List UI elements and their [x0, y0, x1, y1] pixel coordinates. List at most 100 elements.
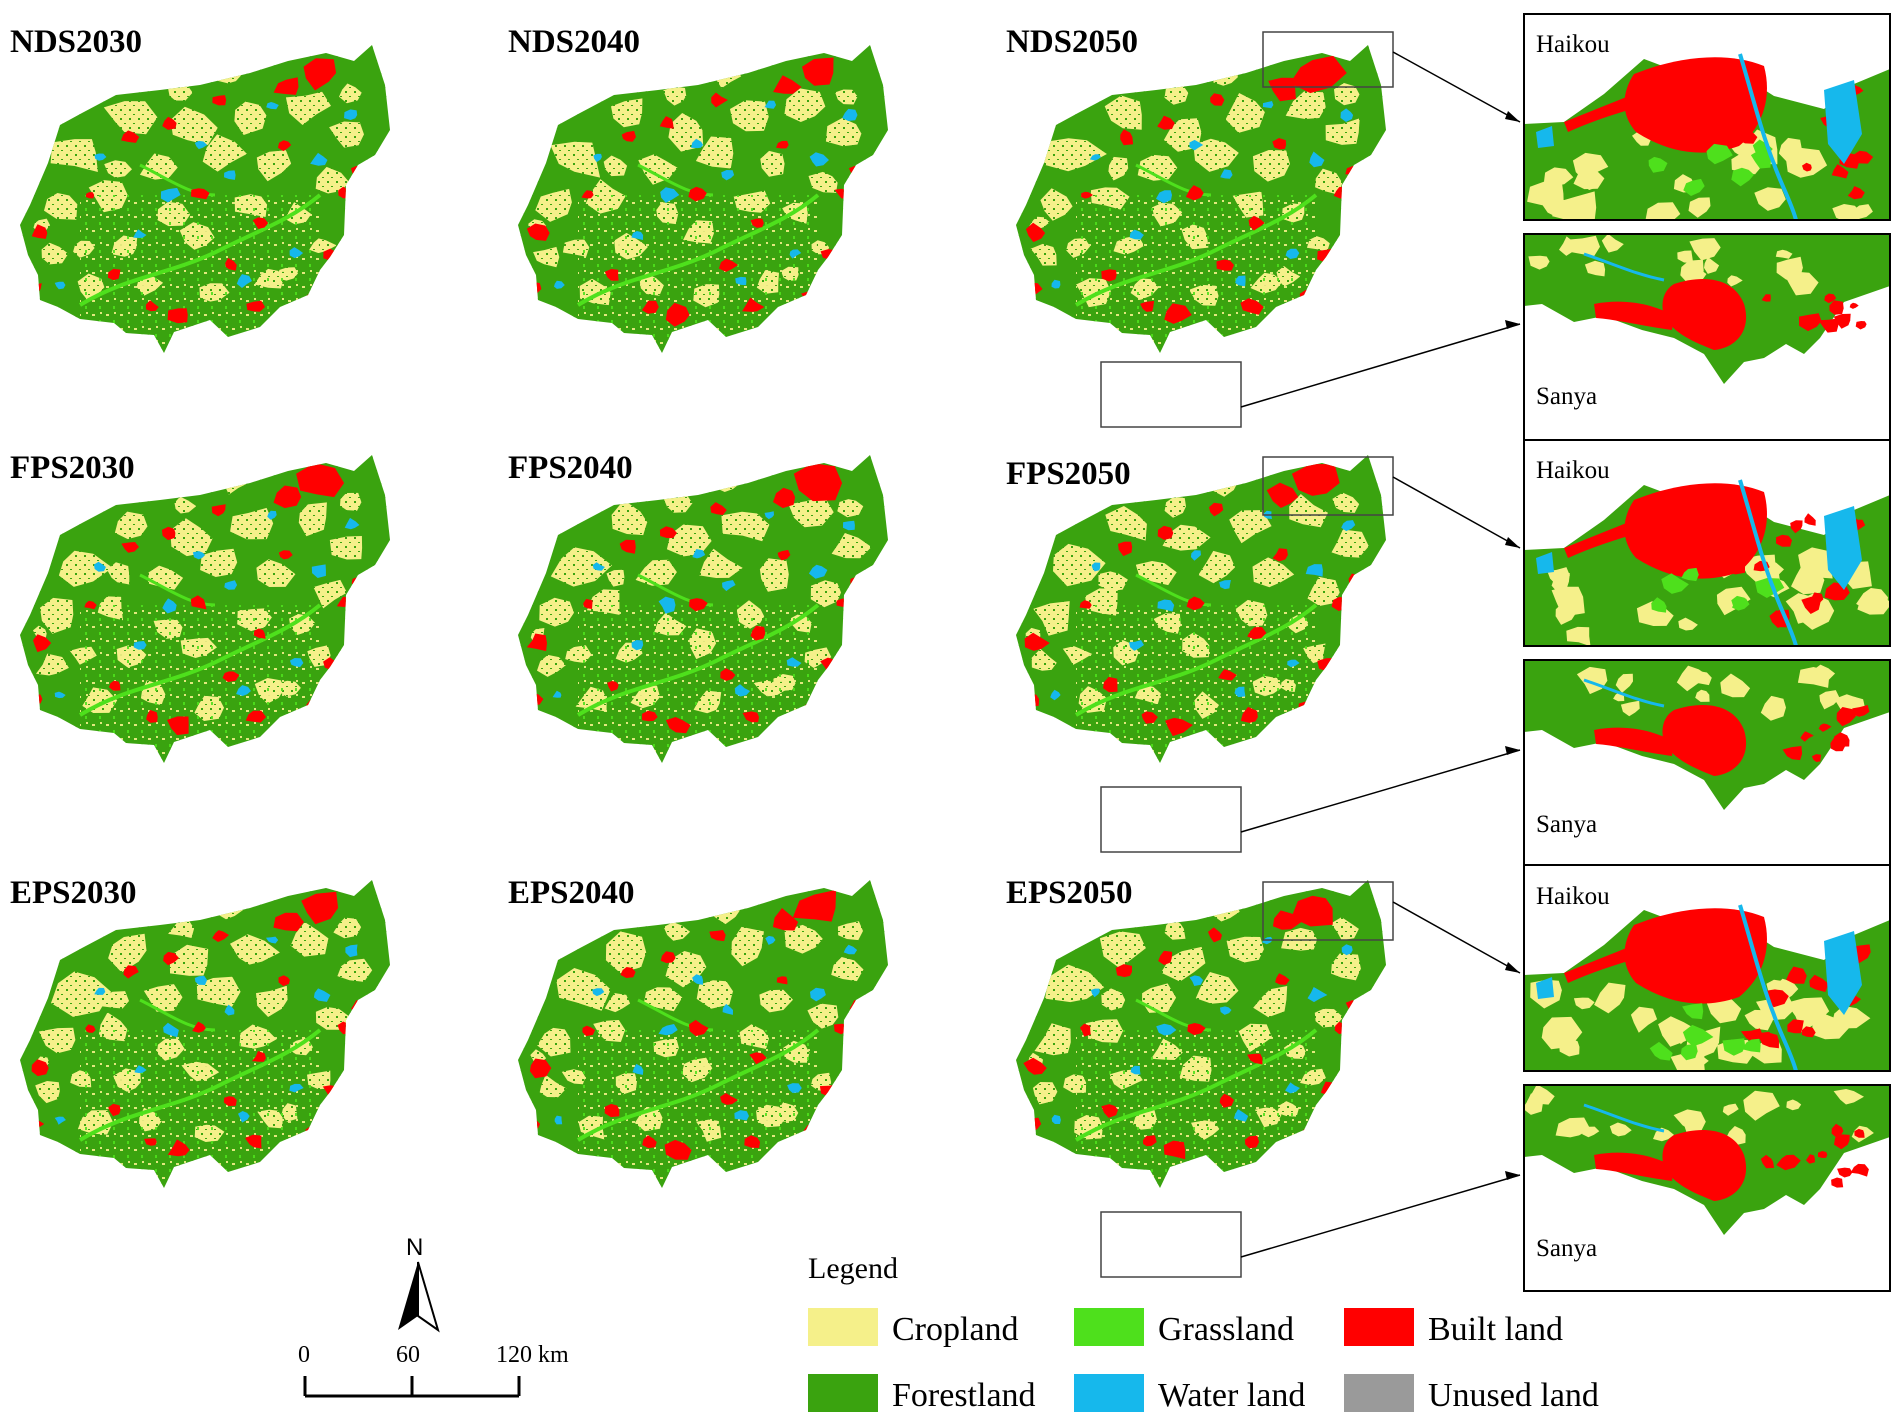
built-land-patch [1833, 313, 1851, 329]
legend-swatch-cropland [808, 1308, 878, 1346]
water-body [236, 685, 251, 696]
cropland-patch [1566, 235, 1600, 256]
zoom-box-haikou [1262, 456, 1394, 516]
water-body [842, 108, 858, 121]
water-body [592, 562, 605, 571]
water-body [238, 1111, 250, 1123]
grassland-corridor [78, 193, 322, 307]
water-body [134, 1065, 147, 1074]
water-body [1050, 689, 1061, 701]
built-land-patch [273, 912, 304, 932]
built-land-patch [581, 190, 594, 199]
water-body [1234, 686, 1246, 698]
water-body [764, 100, 777, 109]
water-body [1305, 564, 1323, 577]
grassland-patch [1731, 167, 1754, 187]
built-land-patch [245, 710, 267, 723]
built-land-patch [192, 1021, 206, 1033]
sanya-inset-content [1524, 234, 1890, 440]
north-arrow-left-half [398, 1262, 418, 1330]
built-land-patch [121, 130, 140, 143]
arrowhead-haikou [1505, 537, 1520, 548]
water-body [843, 520, 855, 531]
built-land-patch [1738, 131, 1758, 144]
built-land-patch [246, 300, 266, 312]
inset-label-sanya: Sanya [1536, 1235, 1597, 1262]
cropland-patch [1786, 1099, 1802, 1111]
arrowhead-haikou [1505, 111, 1520, 122]
water-body [1233, 1109, 1249, 1122]
cropland-patch [1584, 260, 1606, 277]
legend: Legend Cropland Grassland Built land For… [808, 1252, 1599, 1414]
built-land-patch [1757, 1031, 1772, 1043]
zoom-box-sanya [1100, 786, 1242, 853]
built-land-patch [161, 526, 176, 541]
built-land-patch [1165, 717, 1193, 737]
water-body [552, 690, 562, 698]
cropland-patch [1727, 275, 1743, 287]
built-land-patch [718, 258, 739, 272]
built-land-patch [773, 75, 802, 94]
built-land-patch [1272, 910, 1302, 930]
built-land-patch [1831, 164, 1849, 179]
island-map-eps2030 [20, 880, 390, 1188]
grassland-corridor [1074, 1028, 1318, 1142]
grassland-corridor [1074, 193, 1318, 307]
cropland-patch [1528, 255, 1550, 270]
built-land-patch [1800, 731, 1814, 742]
water-body [1235, 275, 1246, 287]
cropland-patch [1555, 603, 1577, 625]
scale-label-120: 120 km [496, 1342, 569, 1368]
built-land-patch [604, 269, 619, 281]
built-land-patch [190, 595, 207, 610]
water-body [722, 1003, 733, 1015]
built-land-patch [689, 598, 708, 612]
water-body [734, 684, 751, 697]
built-land-patch [529, 1058, 552, 1079]
panel-title-eps2040: EPS2040 [508, 875, 635, 911]
inset-maps: Haikou Sanya Haikou Sanya Haikou Sanya [1100, 13, 1891, 1292]
built-land-patch [1855, 321, 1867, 330]
built-land-patch [1787, 1019, 1804, 1034]
grassland-corridor [78, 603, 322, 717]
island-map-eps2040 [518, 880, 888, 1188]
built-land-patch [1837, 1167, 1853, 1178]
built-land-patch [167, 308, 188, 324]
built-land-patch [1729, 951, 1740, 959]
built-land-patch [273, 77, 299, 95]
built-land-patch [1025, 222, 1046, 243]
water-body [224, 170, 236, 180]
legend-swatch-forestland [808, 1374, 878, 1412]
zoom-box-haikou [1262, 881, 1394, 941]
water-body [554, 280, 565, 289]
grassland-corridor [139, 998, 216, 1032]
water-body [554, 1115, 563, 1125]
built-land-patch [277, 140, 292, 152]
water-body [266, 102, 279, 110]
water-body [658, 1024, 678, 1036]
built-land-patch [146, 709, 158, 723]
built-land-patch [1776, 534, 1792, 547]
cropland-patch [1785, 271, 1819, 296]
inset-frame [1523, 439, 1891, 647]
panel-title-fps2050: FPS2050 [1006, 456, 1131, 492]
water-body [734, 1110, 749, 1121]
built-land-patch [1186, 596, 1205, 611]
sanya-urban-core [1662, 704, 1747, 776]
built-land-patch [1564, 941, 1644, 983]
water-body [1262, 101, 1274, 109]
built-land-patch [1247, 1053, 1263, 1065]
water-body [194, 140, 208, 150]
cropland-patch [1786, 997, 1830, 1033]
land-use-patches [1016, 45, 1386, 353]
built-land-patch [1824, 293, 1837, 304]
cropland-patch [1678, 617, 1698, 631]
built-land-patch [1248, 215, 1265, 231]
built-land-patch [1101, 1104, 1118, 1118]
built-land-patch [773, 487, 796, 509]
grassland-patch [1732, 598, 1750, 611]
built-land-patch [604, 1103, 620, 1118]
water-body [1190, 550, 1201, 561]
built-land-patch [744, 1135, 761, 1148]
cropland-patch [1832, 204, 1863, 220]
